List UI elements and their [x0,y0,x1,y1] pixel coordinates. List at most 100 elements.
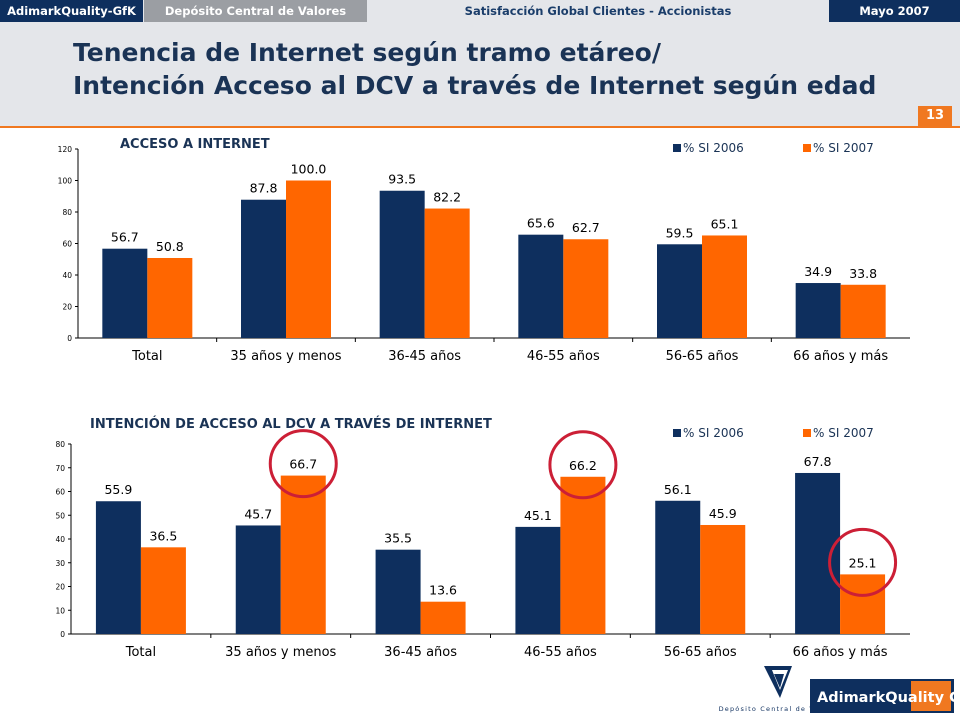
page-number: 13 [918,106,952,126]
legend-swatch-1 [803,429,811,437]
y-tick-label: 10 [55,606,65,615]
chart-acceso-internet: ACCESO A INTERNET % SI 2006 % SI 2007 0 20 40… [58,137,910,364]
bar-2007 [840,284,886,338]
data-label: 36.5 [149,528,177,543]
y-tick-label: 40 [62,271,72,280]
legend-swatch-0 [673,429,681,437]
bar-2006 [379,190,425,338]
category-label: 36-45 años [384,645,457,660]
category-label: Total [131,349,162,364]
y-tick-label: 40 [55,535,65,544]
bar-2006 [795,472,841,634]
y-tick-label: 30 [55,559,65,568]
bar-2006 [515,526,561,634]
page-title: Tenencia de Internet según tramo etáreo/… [73,36,876,102]
data-label: 93.5 [388,172,416,187]
chart-title: ACCESO A INTERNET [120,137,270,152]
y-tick-label: 120 [58,145,73,154]
category-label: 46-55 años [524,645,597,660]
header-divider [0,126,960,128]
bar-2006 [241,199,286,338]
legend-label-1: % SI 2007 [813,141,874,155]
data-label: 45.9 [709,506,737,521]
data-label: 65.1 [711,216,739,231]
data-label: 62.7 [572,220,600,235]
footer-logos: Depósito Central de Valores AdimarkQuali… [719,666,960,713]
bar-2007 [560,476,606,634]
highlight-circle [828,527,898,597]
category-label: 46-55 años [527,349,600,364]
bar-2007 [702,235,747,338]
y-tick-label: 0 [60,630,65,639]
y-tick-label: 80 [55,440,65,449]
gfk-logo-text: AdimarkQuality GfK [817,690,960,706]
data-label: 82.2 [433,190,461,205]
date-tag: Mayo 2007 [829,0,960,22]
y-tick-label: 0 [67,334,72,343]
bar-2006 [235,525,281,634]
dcv-tag: Depósito Central de Valores [144,0,367,22]
y-tick-label: 60 [62,240,72,249]
data-label: 66.2 [569,458,597,473]
header-band [0,22,960,126]
bar-2007 [840,574,886,634]
y-tick-label: 20 [62,303,72,312]
data-label: 65.6 [527,216,555,231]
data-label: 25.1 [849,555,877,570]
bar-2007 [563,239,609,338]
bar-2007 [147,257,193,338]
y-tick-label: 80 [62,208,72,217]
highlight-circle [268,429,338,499]
legend-swatch-1 [803,144,811,152]
gfk-logo: AdimarkQuality GfK [810,679,960,713]
data-label: 56.1 [664,482,692,497]
category-label: 35 años y menos [225,645,336,660]
category-label: Total [125,645,156,660]
bar-2007 [140,547,186,634]
y-tick-label: 70 [55,464,65,473]
data-label: 34.9 [804,264,832,279]
data-label: 66.7 [289,457,317,472]
page-title-line1: Tenencia de Internet según tramo etáreo/ [73,38,661,67]
brand-tag: AdimarkQuality-GfK [0,0,143,22]
bar-2006 [795,283,841,338]
data-label: 59.5 [666,225,694,240]
category-label: 66 años y más [793,645,888,660]
bar-2007 [700,524,746,634]
bar-2006 [95,501,141,634]
y-tick-label: 100 [58,177,73,186]
highlight-circle [548,430,618,500]
category-label: 56-65 años [666,349,739,364]
data-label: 100.0 [291,162,327,177]
dcv-logo: Depósito Central de Valores [719,666,842,713]
bar-2006 [655,500,701,634]
chart-title: INTENCIÓN DE ACCESO AL DCV A TRAVÉS DE I… [90,416,492,432]
category-label: 35 años y menos [230,349,341,364]
bar-2007 [280,475,326,634]
y-tick-label: 50 [55,511,65,520]
page-title-line2: Intención Acceso al DCV a través de Inte… [73,71,877,100]
survey-tag: Satisfacción Global Clientes - Accionist… [368,0,828,22]
y-tick-label: 60 [55,488,65,497]
data-label: 56.7 [111,230,139,245]
data-label: 45.7 [244,506,272,521]
bar-2006 [375,549,421,634]
data-label: 55.9 [104,482,132,497]
legend-label-0: % SI 2006 [683,426,744,440]
legend-label-1: % SI 2007 [813,426,874,440]
bar-2007 [420,601,466,634]
y-tick-label: 20 [55,583,65,592]
bar-2006 [102,248,148,338]
bar-2006 [657,244,702,338]
category-label: 56-65 años [664,645,737,660]
legend-swatch-0 [673,144,681,152]
bar-2006 [518,234,564,338]
category-label: 66 años y más [793,349,888,364]
data-label: 50.8 [156,239,184,254]
bar-2007 [424,208,470,338]
data-label: 33.8 [849,266,877,281]
dcv-logo-text: Depósito Central de Valores [719,705,842,713]
category-label: 36-45 años [388,349,461,364]
data-label: 87.8 [250,181,278,196]
data-label: 35.5 [384,531,412,546]
